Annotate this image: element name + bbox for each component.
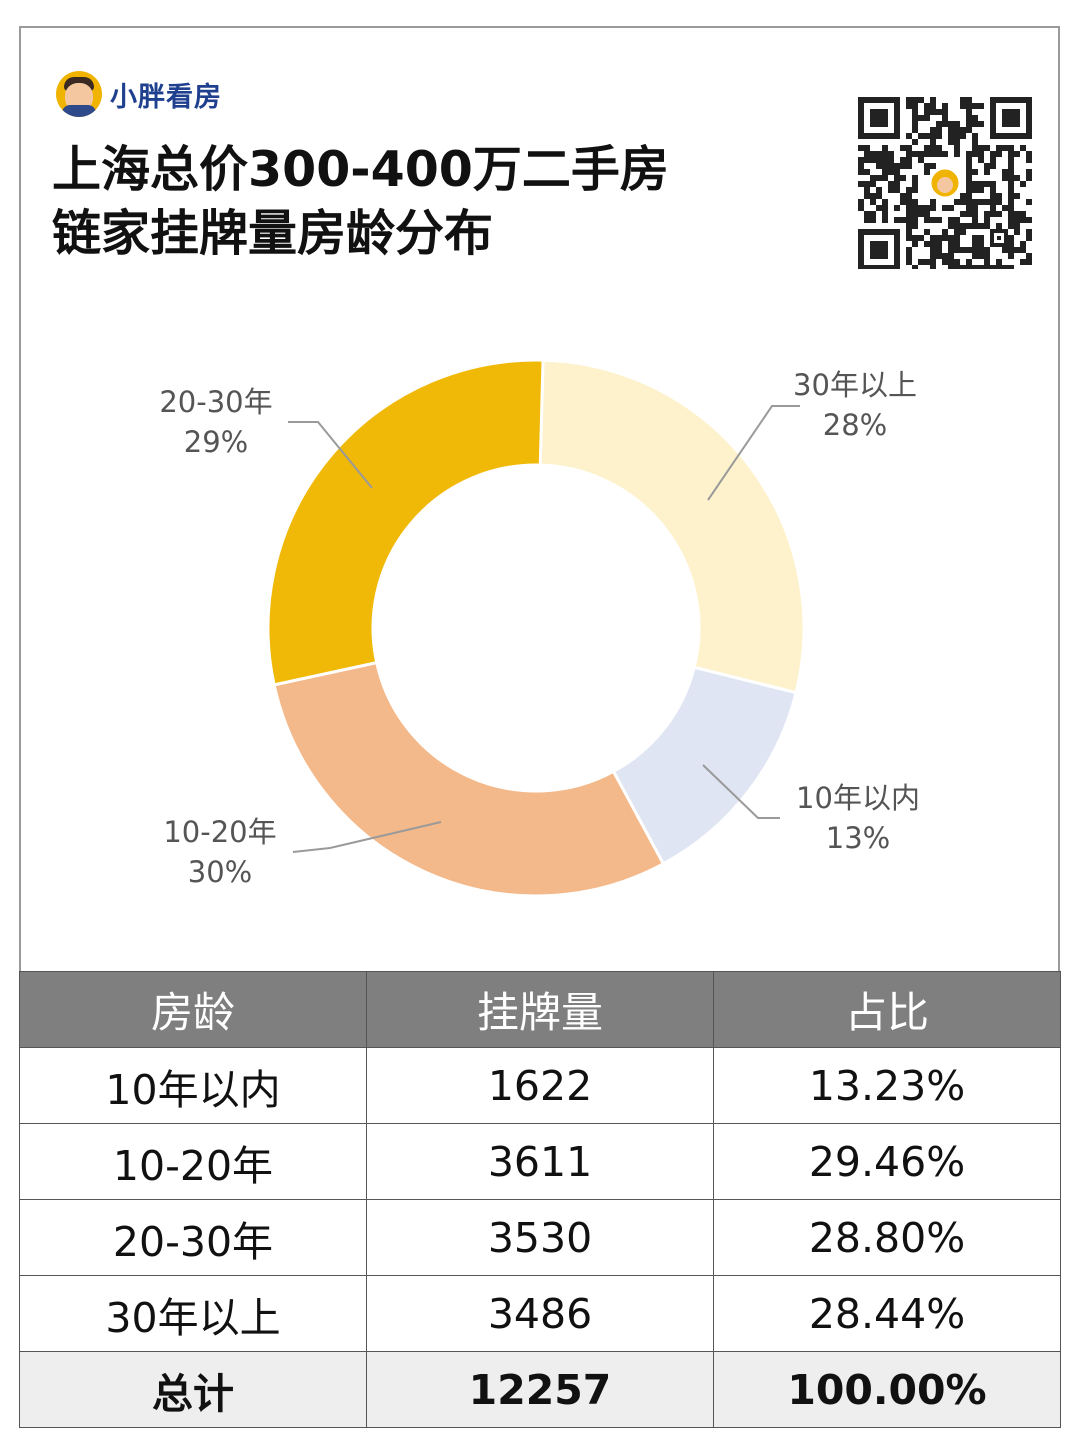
total-share: 100.00% [713, 1351, 1061, 1428]
cell-share: 13.23% [713, 1047, 1061, 1124]
slice-label-over-30: 30年以上 [793, 368, 917, 402]
slice-label-under-10: 10年以内 [796, 781, 920, 815]
slice-percent-10-20: 30% [188, 855, 252, 889]
cell-listings: 3530 [366, 1199, 714, 1276]
slice-label-20-30: 20-30年 [159, 385, 272, 419]
header-listings: 挂牌量 [366, 971, 714, 1048]
table-row: 10-20年 3611 29.46% [19, 1123, 1061, 1200]
leader-line-10-20 [292, 821, 442, 853]
title-line-1: 上海总价300-400万二手房 [52, 141, 669, 198]
donut-chart: 30年以上 28% 10年以内 13% 10-20年 30% 20-30年 29% [159, 358, 920, 898]
qr-code-icon [858, 97, 1032, 269]
cell-listings: 3486 [366, 1275, 714, 1352]
cell-age: 20-30年 [19, 1199, 367, 1276]
total-listings: 12257 [366, 1351, 714, 1428]
slice-percent-20-30: 29% [184, 425, 248, 459]
leader-line-20-30 [288, 421, 373, 489]
age-distribution-table: 房龄 挂牌量 占比 10年以内 1622 13.23% 10-20年 3611 … [19, 971, 1061, 1428]
page-title: 上海总价300-400万二手房 链家挂牌量房龄分布 [52, 138, 669, 266]
cell-listings: 3611 [366, 1123, 714, 1200]
slice-percent-under-10: 13% [826, 821, 890, 855]
table-row: 30年以上 3486 28.44% [19, 1275, 1061, 1352]
cell-age: 10年以内 [19, 1047, 367, 1124]
header-age: 房龄 [19, 971, 367, 1048]
cell-age: 10-20年 [19, 1123, 367, 1200]
brand-logo: 小胖看房 [56, 70, 222, 118]
table-header-row: 房龄 挂牌量 占比 [19, 971, 1061, 1048]
cell-share: 28.44% [713, 1275, 1061, 1352]
cell-age: 30年以上 [19, 1275, 367, 1352]
slice-20-30 [266, 358, 545, 687]
cell-listings: 1622 [366, 1047, 714, 1124]
table-total-row: 总计 12257 100.00% [19, 1351, 1061, 1428]
header-share: 占比 [713, 971, 1061, 1048]
slice-percent-over-30: 28% [823, 408, 887, 442]
title-line-2: 链家挂牌量房龄分布 [52, 205, 494, 262]
table-row: 10年以内 1622 13.23% [19, 1047, 1061, 1124]
slice-10-20 [272, 660, 666, 898]
leader-line-under-10 [702, 764, 780, 819]
avatar-icon [56, 71, 102, 117]
leader-line-over-30 [707, 405, 800, 501]
cell-share: 29.46% [713, 1123, 1061, 1200]
table-row: 20-30年 3530 28.80% [19, 1199, 1061, 1276]
slice-over-30 [538, 358, 806, 695]
total-label: 总计 [19, 1351, 367, 1428]
brand-name: 小胖看房 [110, 81, 222, 113]
slice-label-10-20: 10-20年 [163, 815, 276, 849]
cell-share: 28.80% [713, 1199, 1061, 1276]
